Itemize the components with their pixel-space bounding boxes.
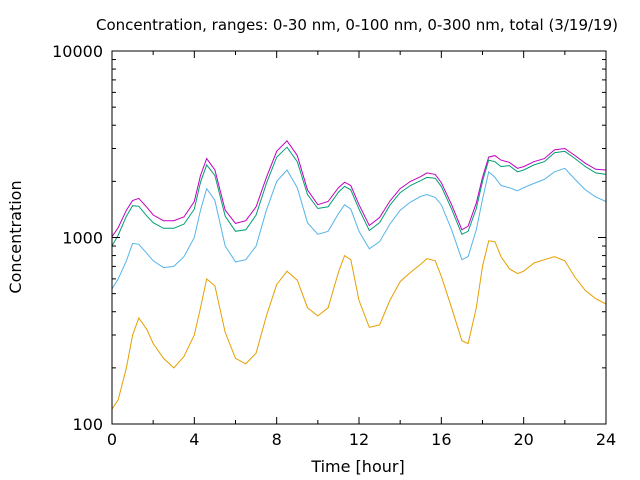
x-tick-label: 0 <box>107 430 117 449</box>
y-tick-label: 1000 <box>62 229 103 248</box>
tick-layer: 0 4 8 12 16 20 24 100 1000 10000 <box>52 42 616 449</box>
x-tick-label: 4 <box>189 430 199 449</box>
series-layer <box>111 140 607 410</box>
y-tick-label: 100 <box>72 415 103 434</box>
x-axis-label: Time [hour] <box>310 457 404 476</box>
y-tick-label: 10000 <box>52 42 103 61</box>
y-axis-label: Concentration <box>6 180 25 293</box>
x-tick-label: 24 <box>596 430 616 449</box>
series-line-4 <box>111 240 607 410</box>
x-tick-label: 8 <box>272 430 282 449</box>
chart-title: Concentration, ranges: 0-30 nm, 0-100 nm… <box>96 16 618 34</box>
series-line-1 <box>111 140 607 237</box>
series-line-3 <box>111 167 607 290</box>
series-line-2 <box>111 146 607 247</box>
x-tick-label: 20 <box>513 430 533 449</box>
plot-frame <box>111 50 607 425</box>
x-tick-label: 16 <box>431 430 451 449</box>
x-tick-label: 12 <box>349 430 369 449</box>
